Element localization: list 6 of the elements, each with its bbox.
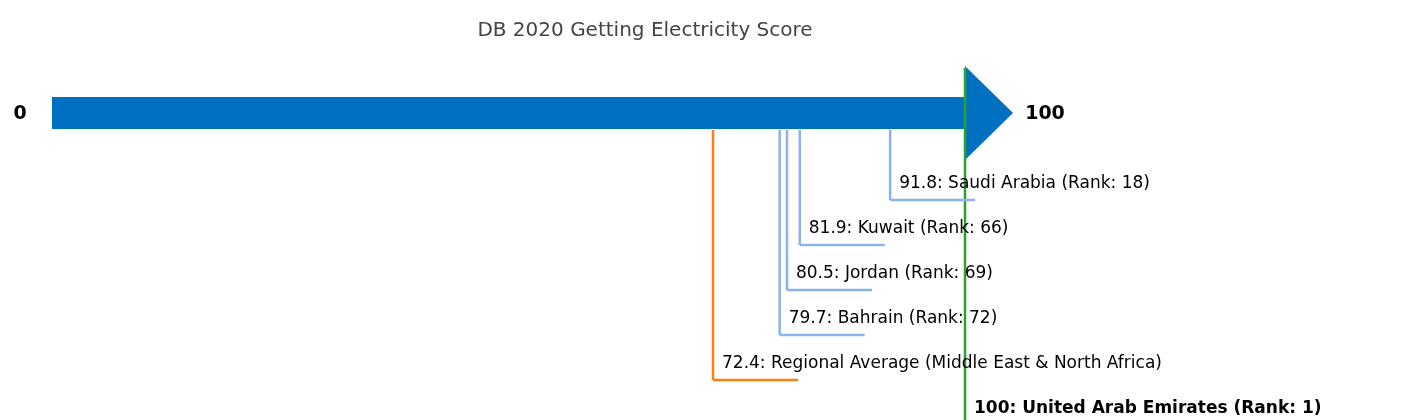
data-label: 79.7: Bahrain (Rank: 72)	[788, 307, 998, 327]
data-label: 100: United Arab Emirates (Rank: 1)	[974, 397, 1322, 417]
text: 100	[1025, 101, 1065, 123]
text: 0	[13, 101, 27, 123]
text: DB 2020 Getting Electricity Score	[477, 17, 813, 41]
data-label: 80.5: Jordan (Rank: 69)	[795, 262, 993, 282]
